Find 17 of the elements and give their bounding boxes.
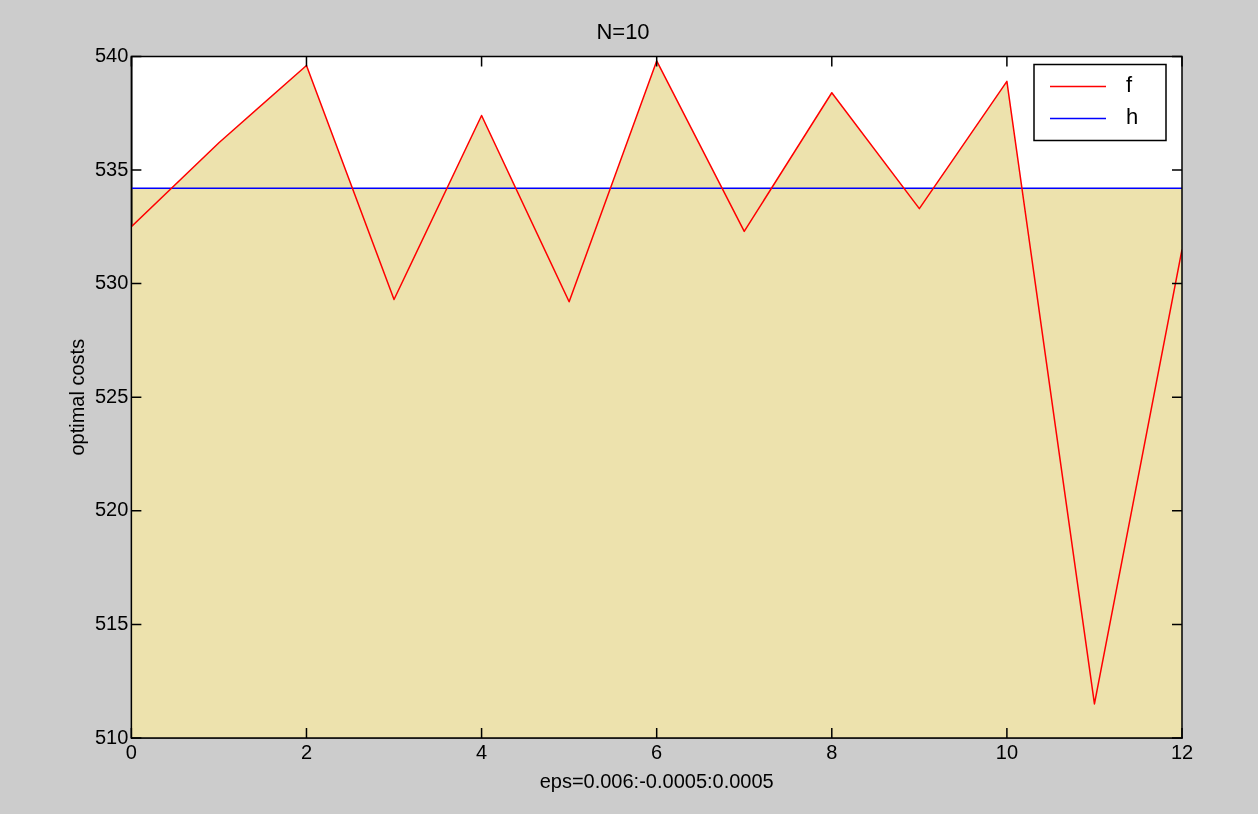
x-tick-label: 8 (826, 740, 838, 763)
y-tick-label: 515 (94, 611, 129, 634)
y-tick-label: 520 (94, 498, 129, 521)
y-axis-title: optimal costs (65, 338, 88, 456)
y-tick-label: 530 (94, 271, 129, 294)
y-tick-label: 540 (94, 43, 129, 66)
chart-title: N=10 (596, 19, 650, 45)
x-tick-label: 4 (476, 740, 488, 763)
x-axis-title: eps=0.006:-0.0005:0.0005 (539, 769, 774, 792)
x-tick-label: 12 (1170, 740, 1194, 763)
y-tick-label: 535 (94, 157, 129, 180)
x-tick-label: 10 (995, 740, 1019, 763)
legend-label: f (1126, 72, 1133, 98)
legend-label: h (1126, 104, 1139, 130)
x-tick-label: 6 (651, 740, 663, 763)
y-tick-label: 525 (94, 384, 129, 407)
x-tick-label: 2 (300, 740, 313, 763)
